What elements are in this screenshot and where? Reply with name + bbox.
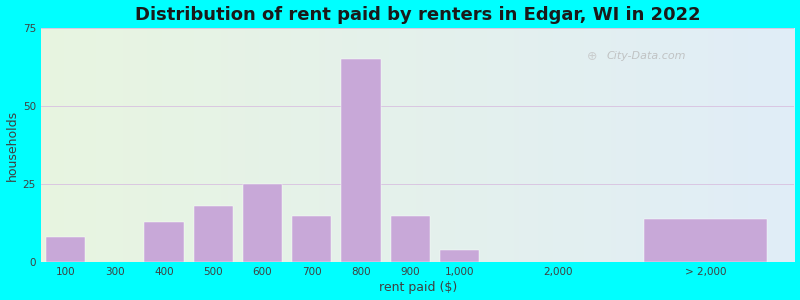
Bar bbox=[390, 215, 430, 262]
Text: City-Data.com: City-Data.com bbox=[606, 51, 686, 61]
Bar bbox=[242, 184, 282, 262]
Text: ⊕: ⊕ bbox=[587, 50, 598, 62]
Bar bbox=[292, 215, 331, 262]
Bar bbox=[46, 237, 85, 262]
Bar bbox=[342, 59, 381, 262]
Y-axis label: households: households bbox=[6, 110, 18, 181]
Title: Distribution of rent paid by renters in Edgar, WI in 2022: Distribution of rent paid by renters in … bbox=[135, 6, 701, 24]
X-axis label: rent paid ($): rent paid ($) bbox=[378, 281, 457, 294]
Bar bbox=[194, 206, 233, 262]
Bar bbox=[144, 222, 184, 262]
Bar bbox=[644, 219, 767, 262]
Bar bbox=[440, 250, 479, 262]
